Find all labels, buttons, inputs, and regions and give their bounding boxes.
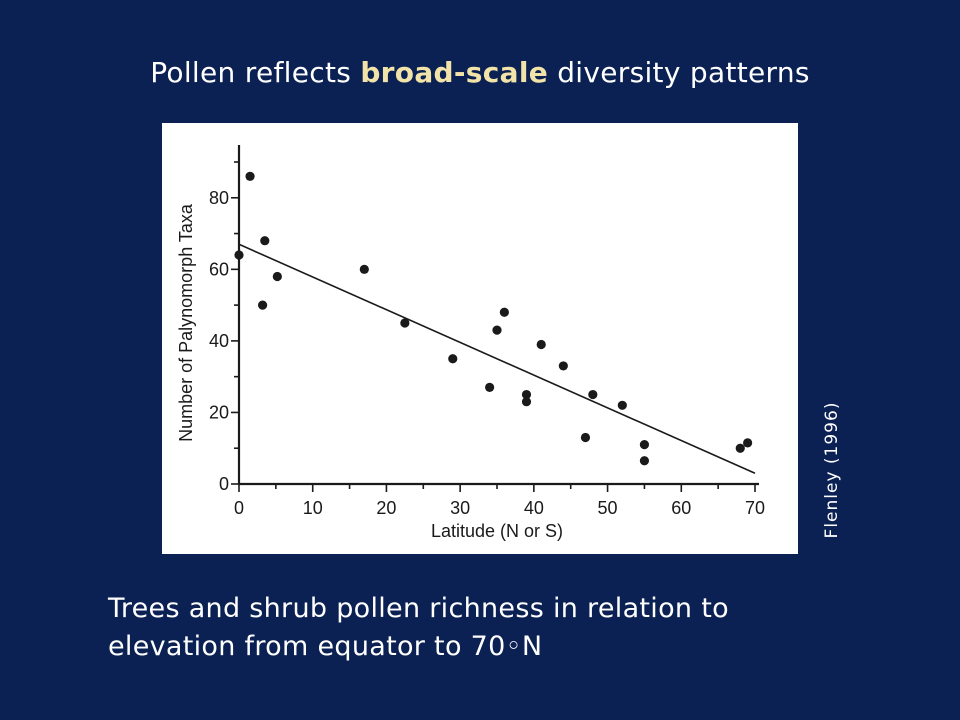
slide-title: Pollen reflects broad-scale diversity pa… [0, 56, 960, 89]
data-point [245, 171, 255, 181]
y-tick-label: 20 [209, 402, 229, 422]
x-tick-label: 30 [450, 498, 470, 518]
data-point [359, 264, 369, 274]
data-point [558, 361, 568, 371]
x-tick-label: 70 [745, 498, 765, 518]
caption-line-1: Trees and shrub pollen richness in relat… [108, 593, 729, 624]
data-point [743, 438, 753, 448]
x-tick-label: 20 [376, 498, 396, 518]
x-tick-label: 0 [234, 498, 244, 518]
data-point [536, 339, 546, 350]
y-tick-label: 0 [219, 474, 229, 494]
data-point [521, 389, 532, 400]
y-tick-label: 80 [209, 188, 229, 208]
data-point [617, 400, 627, 410]
data-point [588, 389, 598, 400]
data-point [234, 250, 244, 260]
title-text-pre: Pollen reflects [150, 56, 361, 89]
figure-credit: Flenley (1996) [822, 401, 842, 539]
chart-panel: 0 10 20 30 40 50 60 70 0 20 40 60 80 Latitude (N or S… [162, 123, 798, 554]
x-tick-label: 40 [524, 498, 544, 518]
data-point [521, 397, 532, 407]
data-point [272, 271, 282, 282]
data-point [448, 354, 458, 364]
trend-line [238, 243, 756, 474]
data-point [499, 307, 509, 317]
data-point [492, 325, 502, 335]
data-point [400, 318, 410, 328]
title-text-post: diversity patterns [548, 56, 810, 89]
slide-caption: Trees and shrub pollen richness in relat… [108, 590, 888, 666]
x-tick-label: 60 [671, 498, 691, 518]
data-point [257, 300, 268, 310]
data-point [485, 382, 495, 392]
data-point [639, 456, 650, 466]
x-tick-label: 50 [598, 498, 618, 518]
data-point [580, 432, 591, 443]
y-tick-label: 40 [209, 331, 229, 351]
y-axis-label: Number of Palynomorph Taxa [176, 203, 196, 442]
x-tick-label: 10 [303, 498, 323, 518]
data-point [735, 443, 745, 453]
x-axis-label: Latitude (N or S) [431, 521, 563, 541]
caption-line-2: elevation from equator to 70◦N [108, 631, 543, 662]
scatter-chart: 0 10 20 30 40 50 60 70 0 20 40 60 80 Latitude (N or S… [176, 145, 765, 541]
y-tick-label: 60 [209, 259, 229, 279]
data-point [260, 236, 270, 246]
data-point [639, 440, 650, 450]
title-text-bold: broad-scale [360, 56, 549, 89]
